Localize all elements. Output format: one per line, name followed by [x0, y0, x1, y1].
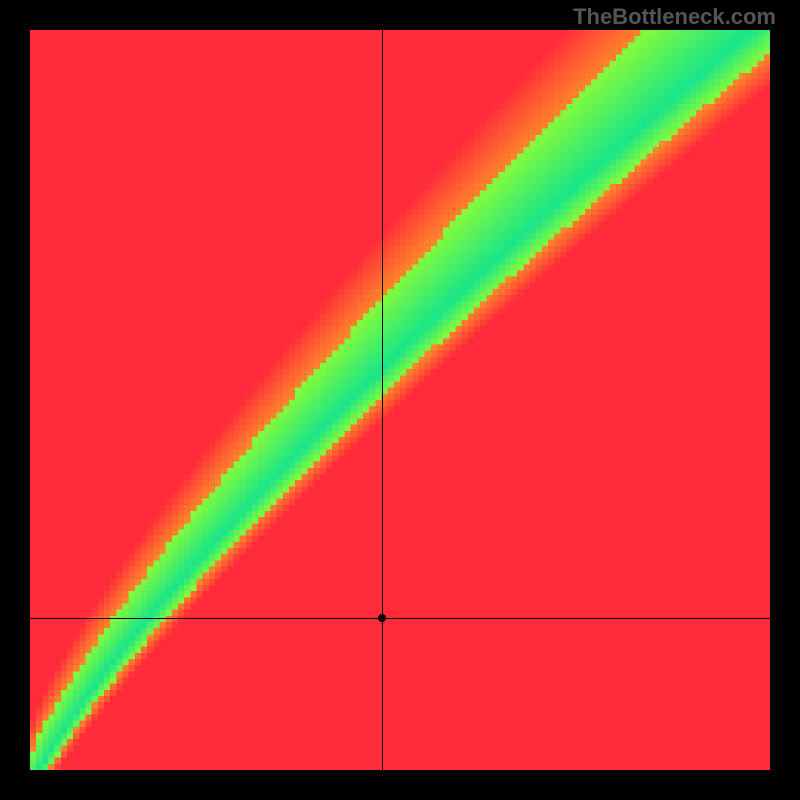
chart-container: TheBottleneck.com: [0, 0, 800, 800]
heatmap-canvas: [30, 30, 770, 770]
crosshair-vertical: [382, 30, 383, 770]
plot-area: [30, 30, 770, 770]
crosshair-dot: [378, 614, 386, 622]
watermark-text: TheBottleneck.com: [573, 4, 776, 30]
crosshair-horizontal: [30, 618, 770, 619]
